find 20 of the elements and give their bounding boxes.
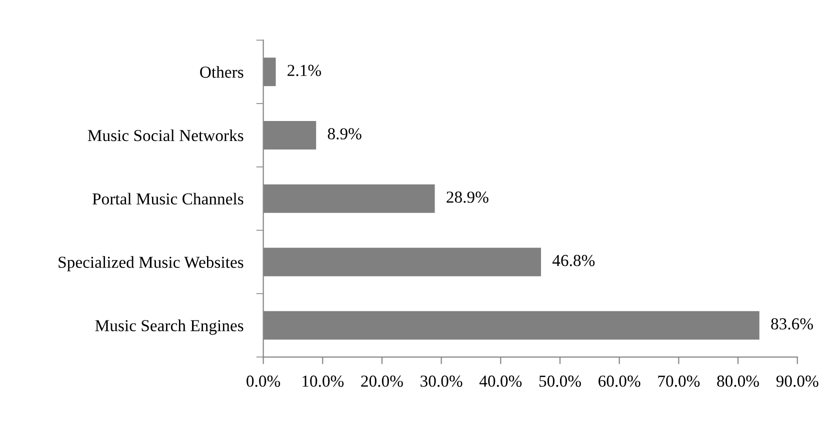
x-tick-label: 30.0% [420, 376, 462, 387]
x-tick-label: 40.0% [479, 376, 522, 387]
y-tick-label: Others [200, 66, 244, 78]
x-tick-label: 60.0% [598, 376, 640, 387]
data-label: 2.1% [288, 64, 322, 76]
data-label: 28.9% [446, 192, 488, 203]
y-tick-label: Portal Music Channels [92, 192, 244, 205]
x-tick-label: 10.0% [302, 376, 344, 387]
x-tick-label: 90.0% [776, 376, 818, 387]
x-tick-label: 20.0% [361, 376, 403, 387]
x-tick-label: 80.0% [717, 376, 759, 387]
y-tick-label: Music Social Networks [88, 129, 244, 142]
x-tick-label: 0.0% [246, 376, 280, 387]
x-tick-label: 50.0% [539, 376, 581, 387]
data-label: 8.9% [328, 128, 362, 140]
x-tick-label: 70.0% [658, 376, 700, 387]
data-label: 83.6% [771, 318, 813, 330]
y-tick-label: Music Search Engines [95, 320, 244, 335]
data-label: 46.8% [552, 254, 595, 266]
y-tick-label: Specialized Music Websites [58, 256, 244, 272]
